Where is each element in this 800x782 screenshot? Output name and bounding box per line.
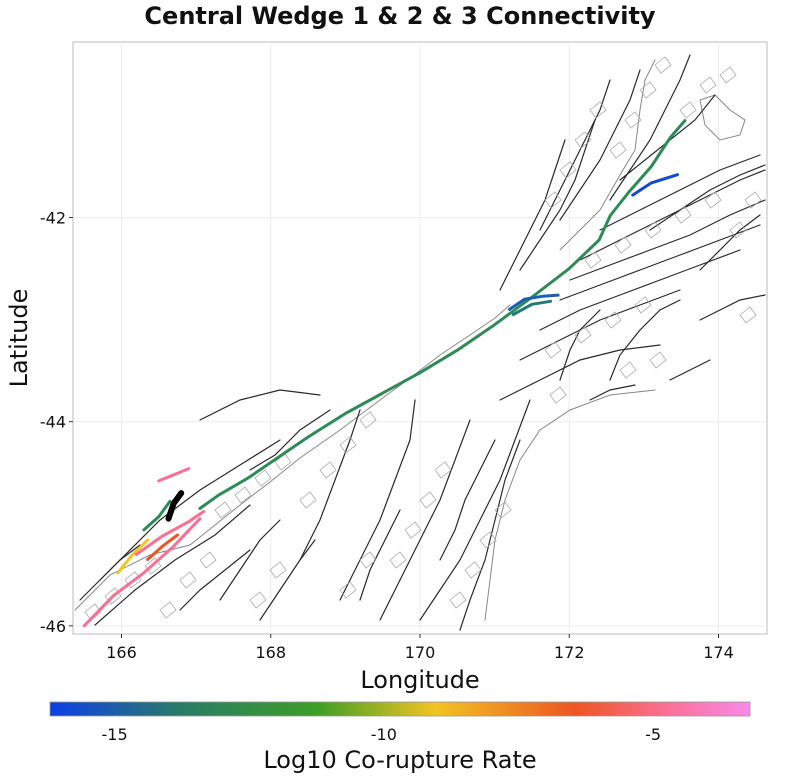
rupture-trace-rate-4 <box>142 499 172 532</box>
rupture-trace-source-0 <box>198 119 687 510</box>
rupture-trace-rate-1 <box>631 173 679 197</box>
rupture-trace-rate-3 <box>511 299 553 316</box>
colorbar-tick-label: -15 <box>102 725 128 744</box>
colorbar-ticks: -15 -10 -5 <box>102 716 661 744</box>
rupture-trace-rate-6 <box>146 533 179 561</box>
rupture-trace-self-10 <box>165 490 185 522</box>
connectivity-traces <box>82 119 687 628</box>
rupture-trace-rate-7 <box>82 517 202 628</box>
y-tick-label: -46 <box>40 617 66 636</box>
x-tick-label: 174 <box>703 643 734 662</box>
colorbar <box>49 701 751 717</box>
fault-network <box>74 54 766 631</box>
rupture-trace-rate-9 <box>157 467 191 483</box>
rupture-trace-rate-2 <box>508 293 560 311</box>
colorbar-title: Log10 Co-rupture Rate <box>263 746 536 774</box>
x-axis-title: Longitude <box>360 666 479 694</box>
y-axis: -42 -44 -46 <box>40 209 73 636</box>
x-tick-label: 168 <box>255 643 286 662</box>
rupture-trace-rate-8 <box>134 510 206 556</box>
y-tick-label: -42 <box>40 209 66 228</box>
y-axis-title: Latitude <box>5 289 33 388</box>
y-tick-label: -44 <box>40 413 66 432</box>
chart-title: Central Wedge 1 & 2 & 3 Connectivity <box>144 2 656 30</box>
x-tick-label: 170 <box>405 643 436 662</box>
x-axis: 166 168 170 172 174 <box>106 634 734 662</box>
grid-lines <box>73 42 767 634</box>
colorbar-tick-label: -10 <box>371 725 397 744</box>
rupture-trace-rate-5 <box>116 538 150 575</box>
x-tick-label: 172 <box>554 643 585 662</box>
x-tick-label: 166 <box>106 643 137 662</box>
colorbar-tick-label: -5 <box>645 725 661 744</box>
